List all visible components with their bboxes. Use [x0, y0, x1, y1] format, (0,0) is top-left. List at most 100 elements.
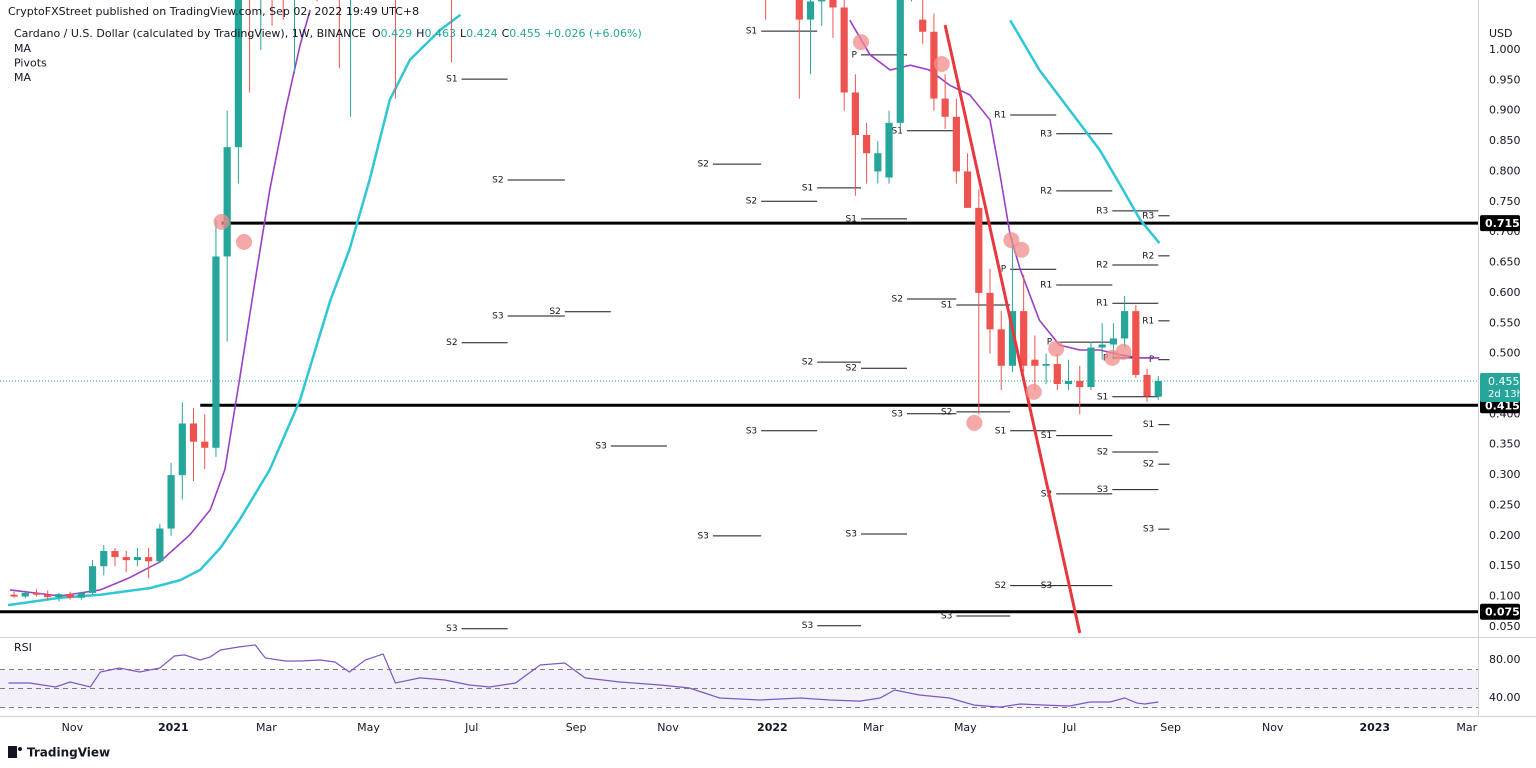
- x-tick-label: 2023: [1359, 721, 1390, 734]
- x-tick-label: Mar: [1456, 721, 1477, 734]
- pivot-label: P: [1047, 338, 1053, 348]
- footer-logo: TradingView: [8, 746, 110, 760]
- pivot-label: P: [1149, 355, 1155, 365]
- highlight-marker: [852, 34, 869, 51]
- pivot-label: S3: [446, 624, 457, 634]
- candle-body: [1064, 380, 1073, 385]
- candle-body: [178, 423, 186, 476]
- moving-average: [7, 13, 1161, 607]
- candle-body: [156, 528, 164, 562]
- candle-body: [10, 594, 18, 597]
- pivot-label: S2: [995, 581, 1006, 591]
- ohlc-label: H: [416, 27, 424, 40]
- candle-body: [1008, 311, 1017, 366]
- pivot-label: S1: [1097, 392, 1108, 402]
- pivot-label: S3: [1097, 485, 1108, 495]
- candle-body: [234, 0, 242, 148]
- highlight-marker: [1025, 383, 1042, 400]
- rsi-line: [8, 644, 1159, 708]
- pivot-label: S1: [846, 214, 857, 224]
- ohlc-value: 0.455: [509, 27, 541, 40]
- y-tick-label: 0.600: [1489, 286, 1521, 299]
- pivot-label: S1: [1041, 431, 1052, 441]
- moving-average: [9, 9, 1160, 597]
- legend-line: Cardano / U.S. Dollar (calculated by Tra…: [14, 27, 642, 40]
- logo-dot: [18, 747, 22, 751]
- indicator-label: MA: [14, 42, 31, 55]
- pivot-label: S1: [446, 75, 457, 85]
- candle-body: [201, 441, 209, 448]
- y-tick-label: 1.000: [1489, 43, 1521, 56]
- candle-body: [1042, 363, 1050, 366]
- candle-body: [55, 594, 63, 598]
- candle-body: [189, 423, 198, 442]
- candle-body: [1132, 311, 1140, 375]
- y-tick-label: 0.200: [1489, 529, 1521, 542]
- pivot-label: S2: [1143, 460, 1154, 470]
- candle-body: [795, 0, 803, 20]
- change-value: +0.026 (+6.06%): [545, 27, 642, 40]
- x-tick-label: May: [357, 721, 380, 734]
- candle-body: [1098, 344, 1106, 348]
- pivot-label: S2: [941, 407, 952, 417]
- candle-body: [919, 19, 927, 32]
- y-tick-label: 0.300: [1489, 468, 1521, 481]
- y-tick-label: 0.650: [1489, 256, 1521, 269]
- y-tick-label: 0.900: [1489, 104, 1521, 117]
- candle-body: [167, 475, 175, 529]
- candle-body: [997, 329, 1005, 366]
- pivot-label: S2: [549, 307, 560, 317]
- pivot-label: R3: [1096, 206, 1108, 216]
- pivot-label: S3: [746, 426, 757, 436]
- x-tick-label: Nov: [657, 721, 679, 734]
- candle-body: [851, 92, 859, 136]
- candle-body: [1020, 311, 1028, 366]
- ohlc-value: 0.429: [381, 27, 413, 40]
- pivot-label: S2: [446, 338, 457, 348]
- pivot-label: S3: [595, 441, 606, 451]
- highlight-marker: [1003, 232, 1020, 249]
- pivot-label: P: [852, 50, 858, 60]
- pivot-label: S1: [746, 27, 757, 37]
- y-tick-label: 0.250: [1489, 498, 1521, 511]
- pivot-label: S3: [846, 530, 857, 540]
- highlight-marker: [1115, 343, 1132, 360]
- candle-body: [885, 122, 893, 178]
- logo-icon: [8, 746, 17, 758]
- rsi-pane: [0, 644, 1478, 709]
- level-tag: [1480, 215, 1520, 232]
- symbol-title: Cardano / U.S. Dollar (calculated by Tra…: [14, 27, 366, 40]
- rsi-tick-label: 40.00: [1489, 691, 1521, 704]
- y-tick-label: 0.550: [1489, 316, 1521, 329]
- pivot-label: R1: [994, 110, 1006, 120]
- pivot-label: S3: [1041, 581, 1052, 591]
- candle-body: [44, 594, 52, 598]
- pivot-label: S2: [846, 364, 857, 374]
- candle-body: [133, 557, 142, 561]
- pivot-label: S3: [892, 409, 903, 419]
- pivot-label: S3: [802, 621, 813, 631]
- pivot-label: S2: [802, 358, 813, 368]
- y-tick-label: 0.100: [1489, 590, 1521, 603]
- candle-body: [941, 98, 949, 117]
- x-tick-label: Nov: [1262, 721, 1284, 734]
- level-tag-label: 0.415: [1485, 399, 1520, 412]
- pivot-label: S3: [941, 611, 952, 621]
- last-price-label: 0.455: [1488, 375, 1520, 388]
- candle-body: [1076, 380, 1084, 388]
- level-tag-label: 0.075: [1485, 606, 1520, 619]
- x-tick-label: 2022: [757, 721, 788, 734]
- published-line: CryptoFXStreet published on TradingView.…: [8, 5, 419, 18]
- pivot-label: R1: [1096, 299, 1108, 309]
- candle-body: [100, 551, 108, 567]
- footer-brand: TradingView: [27, 746, 110, 760]
- y-tick-label: 0.350: [1489, 438, 1521, 451]
- pivot-label: R3: [1040, 129, 1052, 139]
- candle-body: [21, 592, 29, 597]
- pivot-label: S2: [892, 294, 903, 304]
- candle-body: [975, 207, 983, 293]
- candle-body: [829, 0, 837, 8]
- candle-body: [952, 116, 960, 172]
